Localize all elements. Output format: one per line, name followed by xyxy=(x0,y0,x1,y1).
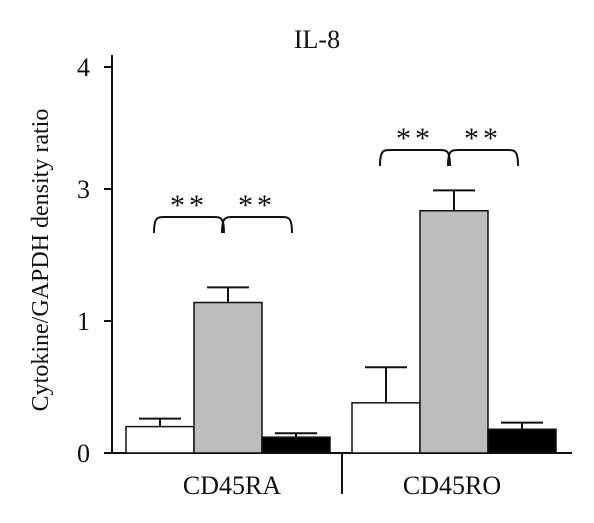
significance-label-2: ** xyxy=(396,122,434,155)
bar-cd45ra-2 xyxy=(261,436,331,454)
bar-cd45ro-2 xyxy=(487,428,557,454)
bars xyxy=(125,210,557,454)
x-category-labels: CD45RA CD45RO xyxy=(183,471,501,500)
significance-label-1: ** xyxy=(238,189,276,222)
bar-cd45ro-0 xyxy=(351,402,421,454)
y-tick-label-3: 3 xyxy=(77,175,90,204)
category-label-cd45ro: CD45RO xyxy=(403,471,501,500)
category-label-cd45ra: CD45RA xyxy=(183,471,281,500)
y-ticks: 0 1 3 4 xyxy=(77,53,112,468)
significance-label-0: ** xyxy=(170,189,208,222)
significance-label-3: ** xyxy=(464,122,502,155)
bar-cd45ra-1 xyxy=(193,301,263,454)
bar-cd45ra-0 xyxy=(125,425,195,454)
y-axis-label: Cytokine/GAPDH density ratio xyxy=(28,109,54,412)
y-tick-label-0: 0 xyxy=(77,439,90,468)
y-tick-label-4: 4 xyxy=(77,53,90,82)
significance-markers: ** ** ** ** xyxy=(153,122,519,234)
bar-cd45ro-1 xyxy=(419,210,489,454)
error-bars xyxy=(139,189,543,438)
y-tick-label-1: 1 xyxy=(77,307,90,336)
significance-brace-3 xyxy=(447,148,519,167)
significance-brace-1 xyxy=(221,215,293,234)
chart-title: IL-8 xyxy=(294,25,340,54)
